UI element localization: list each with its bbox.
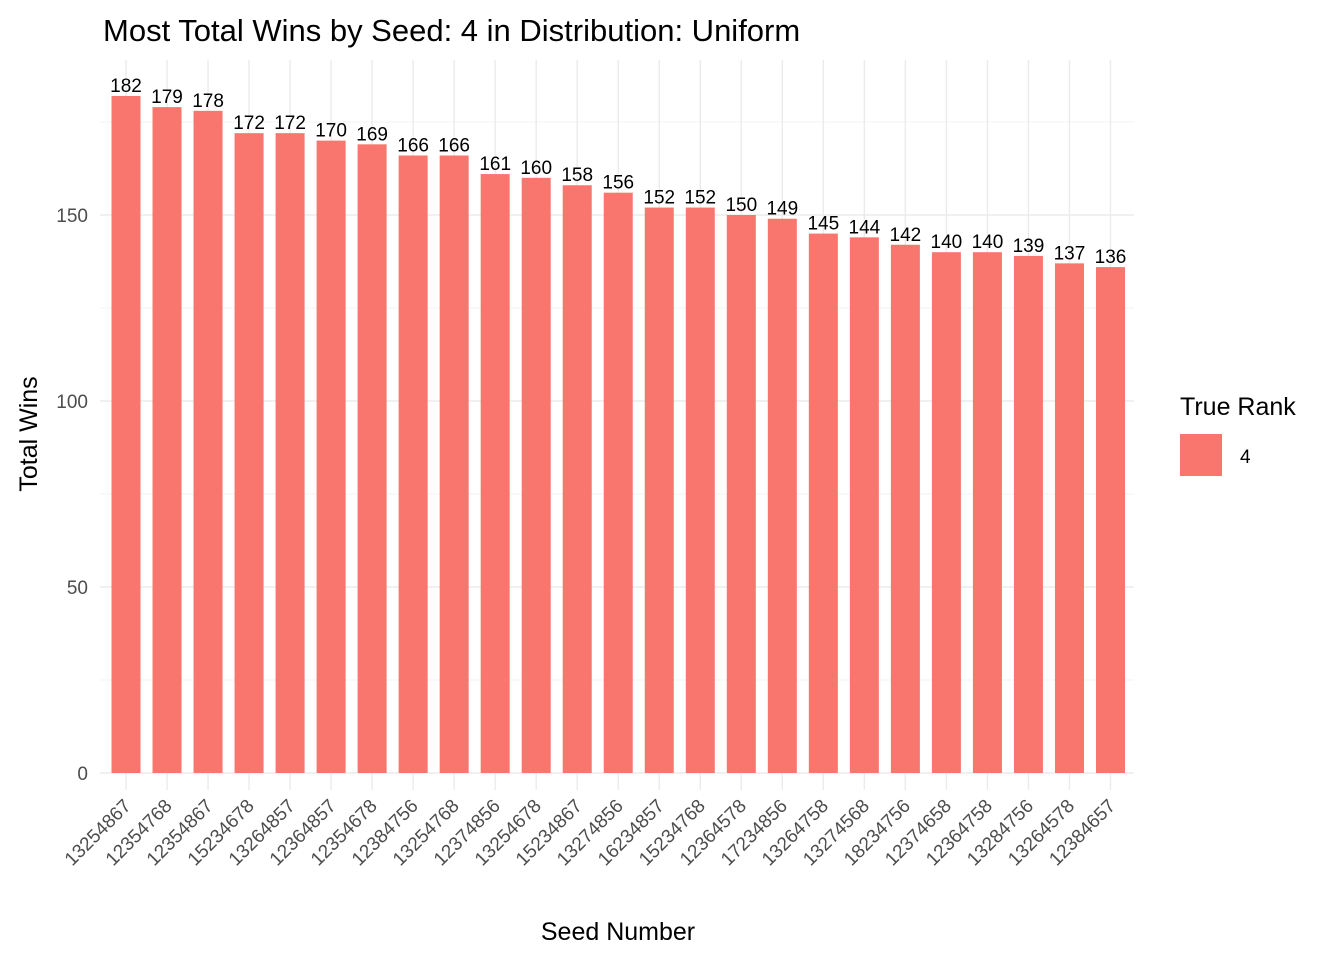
bar-value-label: 145 bbox=[807, 214, 839, 235]
bar bbox=[931, 252, 961, 773]
bar-value-label: 149 bbox=[766, 199, 798, 220]
bar-value-label: 158 bbox=[561, 165, 593, 186]
bar-value-label: 160 bbox=[520, 158, 552, 179]
bar-value-label: 140 bbox=[972, 232, 1004, 253]
bar-value-label: 152 bbox=[643, 188, 675, 209]
legend-label: 4 bbox=[1240, 447, 1251, 468]
bar-value-label: 142 bbox=[890, 225, 922, 246]
bar bbox=[562, 185, 592, 774]
bar bbox=[972, 252, 1002, 773]
bar-value-label: 178 bbox=[192, 91, 224, 112]
bar-value-label: 172 bbox=[274, 113, 306, 134]
bar bbox=[685, 207, 715, 773]
x-axis-title: Seed Number bbox=[541, 918, 695, 946]
bar-value-label: 139 bbox=[1013, 236, 1045, 257]
y-tick-label: 0 bbox=[77, 764, 88, 785]
bar-value-label: 179 bbox=[151, 87, 183, 108]
bar bbox=[398, 155, 428, 774]
x-axis-ticks: 1325486712354768123548671523467813264857… bbox=[61, 796, 1120, 871]
bar-value-label: 182 bbox=[110, 76, 142, 97]
y-tick-label: 150 bbox=[56, 206, 88, 227]
bar bbox=[849, 237, 879, 773]
chart-title: Most Total Wins by Seed: 4 in Distributi… bbox=[103, 13, 800, 48]
legend-key-swatch bbox=[1180, 434, 1222, 476]
bar bbox=[890, 244, 920, 773]
bar bbox=[521, 177, 551, 774]
bar-value-label: 140 bbox=[931, 232, 963, 253]
bar-value-label: 137 bbox=[1054, 243, 1086, 264]
legend-title: True Rank bbox=[1180, 393, 1296, 421]
bar bbox=[808, 233, 838, 774]
bar-value-label: 156 bbox=[602, 173, 634, 194]
bar bbox=[480, 174, 510, 773]
bar bbox=[111, 95, 141, 773]
bar bbox=[316, 140, 346, 774]
bar bbox=[726, 215, 756, 773]
bar-value-label: 161 bbox=[479, 154, 511, 175]
bar-value-label: 169 bbox=[356, 124, 388, 145]
bar bbox=[275, 133, 305, 773]
bar bbox=[193, 110, 223, 774]
y-axis-title: Total Wins bbox=[15, 376, 43, 491]
bar-value-label: 144 bbox=[849, 217, 881, 238]
bar bbox=[1054, 263, 1084, 773]
bar-value-label: 166 bbox=[397, 135, 429, 156]
bar-value-label: 136 bbox=[1095, 247, 1127, 268]
bars bbox=[111, 95, 1125, 774]
y-tick-label: 50 bbox=[67, 578, 88, 599]
bar bbox=[357, 144, 387, 773]
bar bbox=[1013, 255, 1043, 774]
bar bbox=[644, 207, 674, 773]
bar bbox=[767, 218, 797, 774]
bar-value-label: 152 bbox=[684, 188, 716, 209]
bar bbox=[152, 107, 182, 774]
bar-value-label: 170 bbox=[315, 121, 347, 142]
bar-value-label: 150 bbox=[725, 195, 757, 216]
bar-value-labels: 182 179 178 172 172 170 169 166 166 161 160 158 156 1… bbox=[110, 76, 1126, 268]
bar bbox=[439, 155, 469, 774]
bar-value-label: 166 bbox=[438, 135, 470, 156]
bar bbox=[1095, 267, 1125, 773]
y-axis-ticks: 0 50 100 150 bbox=[56, 206, 88, 785]
bar bbox=[603, 192, 633, 773]
y-tick-label: 100 bbox=[56, 392, 88, 413]
legend: True Rank 4 bbox=[1180, 393, 1296, 476]
bar-value-label: 172 bbox=[233, 113, 265, 134]
bar bbox=[234, 133, 264, 773]
